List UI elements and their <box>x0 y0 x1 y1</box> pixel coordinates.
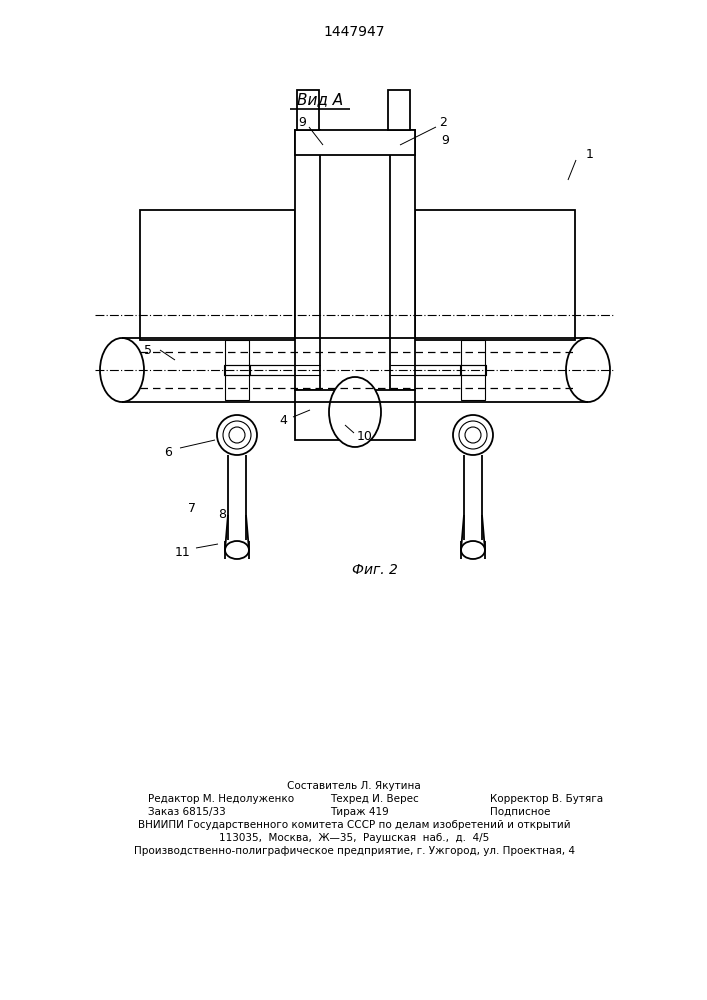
Text: Тираж 419: Тираж 419 <box>330 807 389 817</box>
Bar <box>140 210 295 340</box>
Bar <box>295 390 415 440</box>
Text: 1447947: 1447947 <box>323 25 385 39</box>
Ellipse shape <box>465 427 481 443</box>
Text: Составитель Л. Якутина: Составитель Л. Якутина <box>287 781 421 791</box>
Bar <box>224 365 234 375</box>
Text: 11: 11 <box>175 546 191 558</box>
Bar <box>461 340 485 400</box>
Text: Вид А: Вид А <box>297 93 343 107</box>
Text: Производственно-полиграфическое предприятие, г. Ужгород, ул. Проектная, 4: Производственно-полиграфическое предприя… <box>134 846 575 856</box>
Text: Редактор М. Недолуженко: Редактор М. Недолуженко <box>148 794 294 804</box>
Ellipse shape <box>229 427 245 443</box>
Ellipse shape <box>100 338 144 402</box>
Bar <box>415 210 575 340</box>
Text: Заказ 6815/33: Заказ 6815/33 <box>148 807 226 817</box>
Bar <box>295 130 320 390</box>
Text: Фиг. 2: Фиг. 2 <box>352 563 398 577</box>
Ellipse shape <box>223 421 251 449</box>
Bar <box>476 365 486 375</box>
Ellipse shape <box>225 541 249 559</box>
Text: 1: 1 <box>586 148 594 161</box>
Bar <box>388 90 410 130</box>
Ellipse shape <box>461 541 485 559</box>
Text: 7: 7 <box>188 502 196 514</box>
Text: 9: 9 <box>441 133 449 146</box>
Text: 6: 6 <box>164 446 172 458</box>
Text: 4: 4 <box>279 414 287 426</box>
Ellipse shape <box>453 415 493 455</box>
Bar <box>297 90 319 130</box>
Bar <box>460 365 470 375</box>
Ellipse shape <box>459 421 487 449</box>
Ellipse shape <box>566 338 610 402</box>
Text: 2: 2 <box>439 115 447 128</box>
Ellipse shape <box>329 377 381 447</box>
Text: 5: 5 <box>144 344 152 357</box>
Bar <box>390 130 415 390</box>
Bar <box>225 340 249 400</box>
Text: Техред И. Верес: Техред И. Верес <box>330 794 419 804</box>
Bar <box>295 130 415 155</box>
Text: Подписное: Подписное <box>490 807 550 817</box>
Text: Корректор В. Бутяга: Корректор В. Бутяга <box>490 794 603 804</box>
Text: 9: 9 <box>298 115 306 128</box>
Text: ВНИИПИ Государственного комитета СССР по делам изобретений и открытий: ВНИИПИ Государственного комитета СССР по… <box>138 820 571 830</box>
Bar <box>240 365 250 375</box>
Text: 8: 8 <box>218 508 226 520</box>
Text: 10: 10 <box>357 430 373 444</box>
Ellipse shape <box>217 415 257 455</box>
Text: 113035,  Москва,  Ж—35,  Раушская  наб.,  д.  4/5: 113035, Москва, Ж—35, Раушская наб., д. … <box>219 833 489 843</box>
